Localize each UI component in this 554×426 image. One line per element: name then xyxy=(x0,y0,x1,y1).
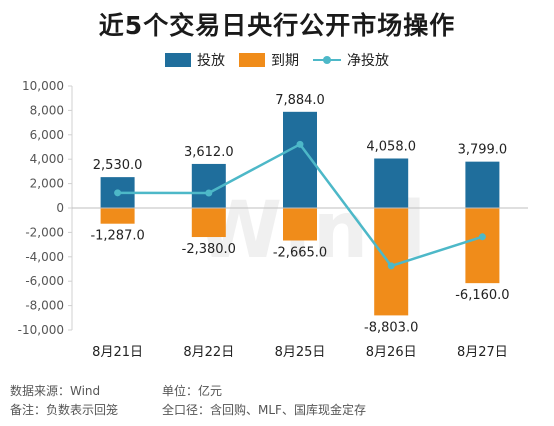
legend-item-invest: 投放 xyxy=(165,50,225,70)
y-tick-label: 4,000 xyxy=(30,152,64,166)
chart-plot: 10,000 8,000 6,000 4,000 2,000 0 -2,000 -4,000 -… xyxy=(18,79,528,360)
legend-item-net: 净投放 xyxy=(313,50,389,70)
legend-swatch-net xyxy=(313,53,341,67)
x-tick-label: 8月21日 xyxy=(92,345,143,360)
data-label-invest: 3,799.0 xyxy=(458,143,508,158)
footer-scope: 全口径：含回购、MLF、国库现金定存 xyxy=(162,403,366,417)
x-tick-label: 8月26日 xyxy=(366,345,417,360)
legend-item-mature: 到期 xyxy=(239,50,299,70)
bar-invest xyxy=(374,158,409,208)
data-label-mature: -6,160.0 xyxy=(455,288,509,303)
chart-legend: 投放 到期 净投放 xyxy=(0,50,554,70)
data-label-invest: 3,612.0 xyxy=(184,145,234,160)
x-tick-label: 8月27日 xyxy=(457,345,508,360)
y-tick-label: -2,000 xyxy=(25,225,64,239)
y-tick-label: 6,000 xyxy=(30,128,64,142)
x-tick-label: 8月25日 xyxy=(275,345,326,360)
y-tick-label: 2,000 xyxy=(30,177,64,191)
bar-mature xyxy=(465,208,500,284)
data-label-mature: -1,287.0 xyxy=(90,229,144,244)
net-point xyxy=(478,233,486,241)
net-point xyxy=(205,189,213,197)
data-label-invest: 7,884.0 xyxy=(275,93,325,108)
legend-label-net: 净投放 xyxy=(347,53,389,69)
y-tick-label: -6,000 xyxy=(25,274,64,288)
y-tick-label: -8,000 xyxy=(25,299,64,313)
legend-label-mature: 到期 xyxy=(271,53,299,69)
footer-unit: 单位：亿元 xyxy=(162,384,223,398)
footer-note: 备注：负数表示回笼 xyxy=(10,403,119,417)
legend-label-invest: 投放 xyxy=(197,53,225,69)
y-tick-label: -10,000 xyxy=(18,323,64,337)
y-tick-label: 8,000 xyxy=(30,103,64,117)
chart-title: 近5个交易日央行公开市场操作 xyxy=(98,11,456,40)
legend-swatch-invest xyxy=(165,53,191,67)
bar-mature xyxy=(283,208,317,241)
net-point xyxy=(296,140,304,148)
data-label-invest: 4,058.0 xyxy=(366,139,416,154)
bar-mature xyxy=(191,208,226,238)
data-label-mature: -2,380.0 xyxy=(182,242,236,257)
x-tick-label: 8月22日 xyxy=(183,345,234,360)
data-label-mature: -8,803.0 xyxy=(364,320,418,335)
y-tick-label: 10,000 xyxy=(22,79,64,93)
bar-mature xyxy=(100,208,135,224)
y-tick-label: -4,000 xyxy=(25,250,64,264)
legend-swatch-mature xyxy=(239,53,265,67)
data-label-mature: -2,665.0 xyxy=(273,246,327,261)
footer-source: 数据来源：Wind xyxy=(10,384,101,398)
y-tick-label: 0 xyxy=(56,201,64,215)
net-point xyxy=(114,189,122,197)
data-label-invest: 2,530.0 xyxy=(93,158,143,173)
net-point xyxy=(387,262,395,270)
chart-footer: 数据来源：Wind 单位：亿元 备注：负数表示回笼 全口径：含回购、MLF、国库… xyxy=(10,382,366,420)
bar-invest xyxy=(465,161,500,208)
